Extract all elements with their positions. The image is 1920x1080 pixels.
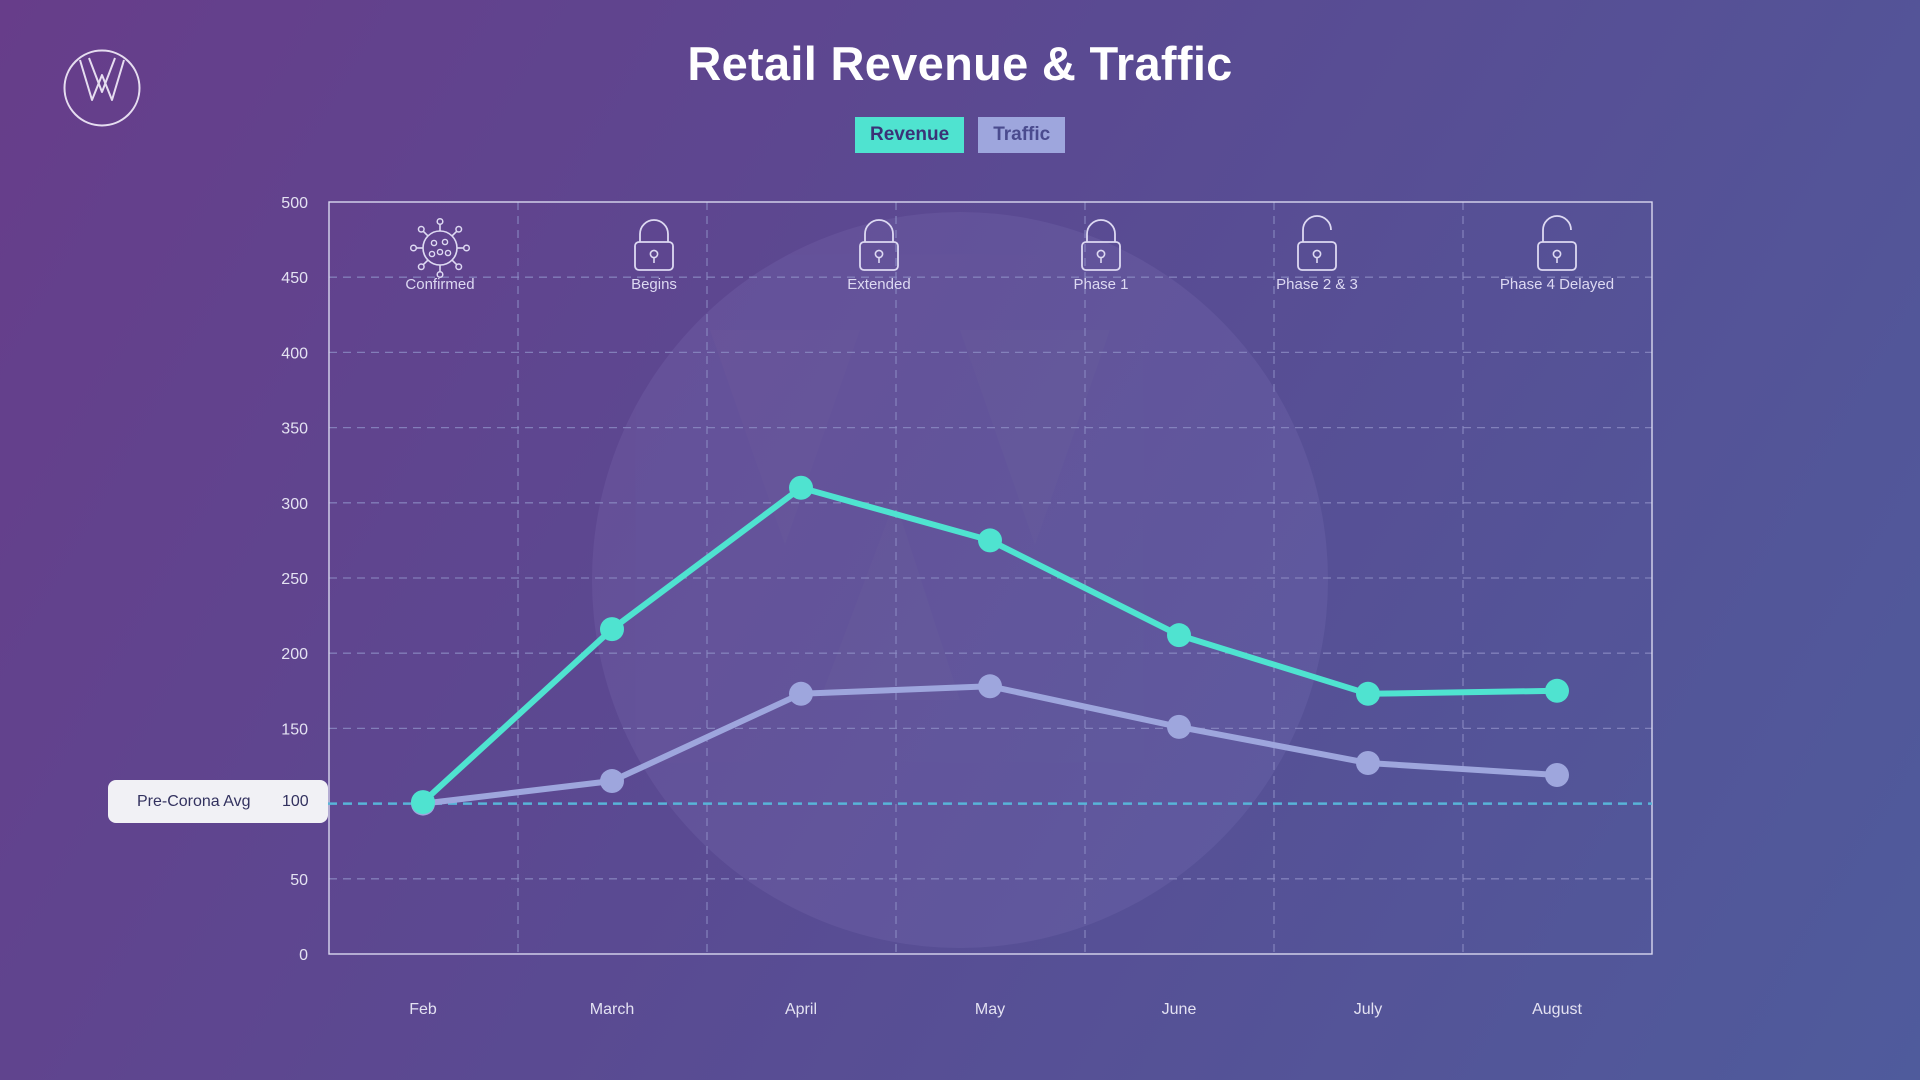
y-tick-label: 350 — [281, 421, 308, 438]
y-tick-label: 50 — [290, 872, 308, 889]
milestone-label: Confirmed — [405, 276, 474, 293]
y-tick-label: 200 — [281, 646, 308, 663]
y-tick-label: 300 — [281, 496, 308, 513]
series — [411, 475, 1569, 816]
traffic-point — [789, 681, 813, 706]
revenue-point — [1545, 678, 1569, 703]
milestones: Confirmed Begins Extended Phase 1 Phase 2 & … — [405, 215, 1614, 293]
w-logo-icon — [63, 49, 141, 127]
grid — [329, 202, 1652, 954]
plot-frame — [328, 201, 1653, 955]
revenue-point — [1356, 681, 1380, 706]
milestone-label: Begins — [631, 276, 677, 293]
pre-corona-avg-label: Pre-Corona Avg — [137, 792, 251, 810]
revenue-point — [600, 617, 624, 642]
legend-revenue[interactable]: Revenue — [855, 117, 965, 153]
y-tick-label: 500 — [281, 195, 308, 212]
traffic-point — [978, 674, 1002, 699]
lock-open-icon — [1297, 215, 1337, 271]
traffic-point — [600, 769, 624, 794]
x-tick-label: March — [590, 1001, 634, 1018]
x-tick-label: May — [975, 1001, 1005, 1018]
x-tick-label: April — [785, 1001, 817, 1018]
milestone-label: Phase 2 & 3 — [1276, 276, 1358, 293]
y-tick-label: 0 — [299, 947, 308, 964]
revenue-point — [978, 528, 1002, 553]
chart-title: Retail Revenue & Traffic — [687, 37, 1233, 90]
lock-closed-icon — [859, 219, 899, 271]
lock-closed-icon — [634, 219, 674, 271]
y-tick-label: 400 — [281, 345, 308, 362]
traffic-point — [1545, 763, 1569, 788]
milestone-label: Phase 4 Delayed — [1500, 276, 1614, 293]
pre-corona-avg-badge: Pre-Corona Avg 100 — [108, 780, 328, 823]
x-tick-label: Feb — [409, 1001, 437, 1018]
y-axis: 0 50 150 200 250 300 350 400 450 500 — [281, 195, 308, 964]
x-axis: Feb March April May June July August — [409, 1001, 1582, 1018]
w-watermark-icon — [592, 212, 1328, 948]
x-tick-label: August — [1532, 1001, 1582, 1018]
chart-legend: Revenue Traffic — [855, 117, 1066, 153]
milestone-label: Extended — [847, 276, 910, 293]
lock-closed-icon — [1081, 219, 1121, 271]
y-tick-label: 450 — [281, 270, 308, 287]
revenue-point — [789, 475, 813, 500]
milestone-label: Phase 1 — [1073, 276, 1128, 293]
legend-traffic[interactable]: Traffic — [978, 117, 1066, 153]
lock-open-icon — [1537, 215, 1577, 271]
traffic-point — [1167, 714, 1191, 739]
x-tick-label: July — [1354, 1001, 1382, 1018]
virus-icon — [409, 217, 471, 279]
y-tick-label: 150 — [281, 721, 308, 738]
revenue-point — [411, 790, 435, 815]
x-tick-label: June — [1162, 1001, 1197, 1018]
revenue-point — [1167, 623, 1191, 648]
pre-corona-avg-value: 100 — [282, 792, 309, 810]
traffic-point — [1356, 750, 1380, 775]
y-tick-label: 250 — [281, 571, 308, 588]
